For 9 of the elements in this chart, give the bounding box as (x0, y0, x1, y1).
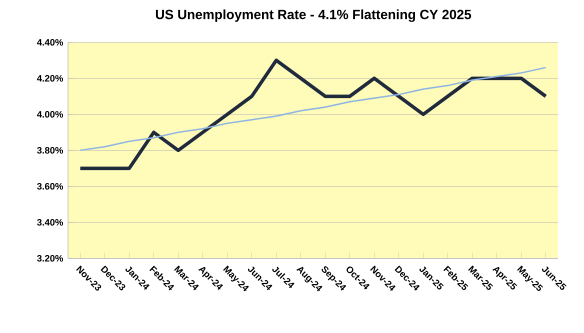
line-series (80, 66, 546, 152)
y-tick-label: 3.80% (37, 147, 64, 154)
y-tick-label: 3.20% (37, 255, 64, 262)
y-tick-label: 3.40% (37, 219, 64, 226)
chart-title: US Unemployment Rate - 4.1% Flattening CY 2025 (156, 9, 472, 22)
y-tick-label: 4.20% (36, 75, 64, 82)
y-tick-label: 4.00% (36, 111, 64, 118)
y-tick-label: 4.40% (36, 39, 64, 46)
y-tick-label: 3.60% (37, 183, 64, 190)
